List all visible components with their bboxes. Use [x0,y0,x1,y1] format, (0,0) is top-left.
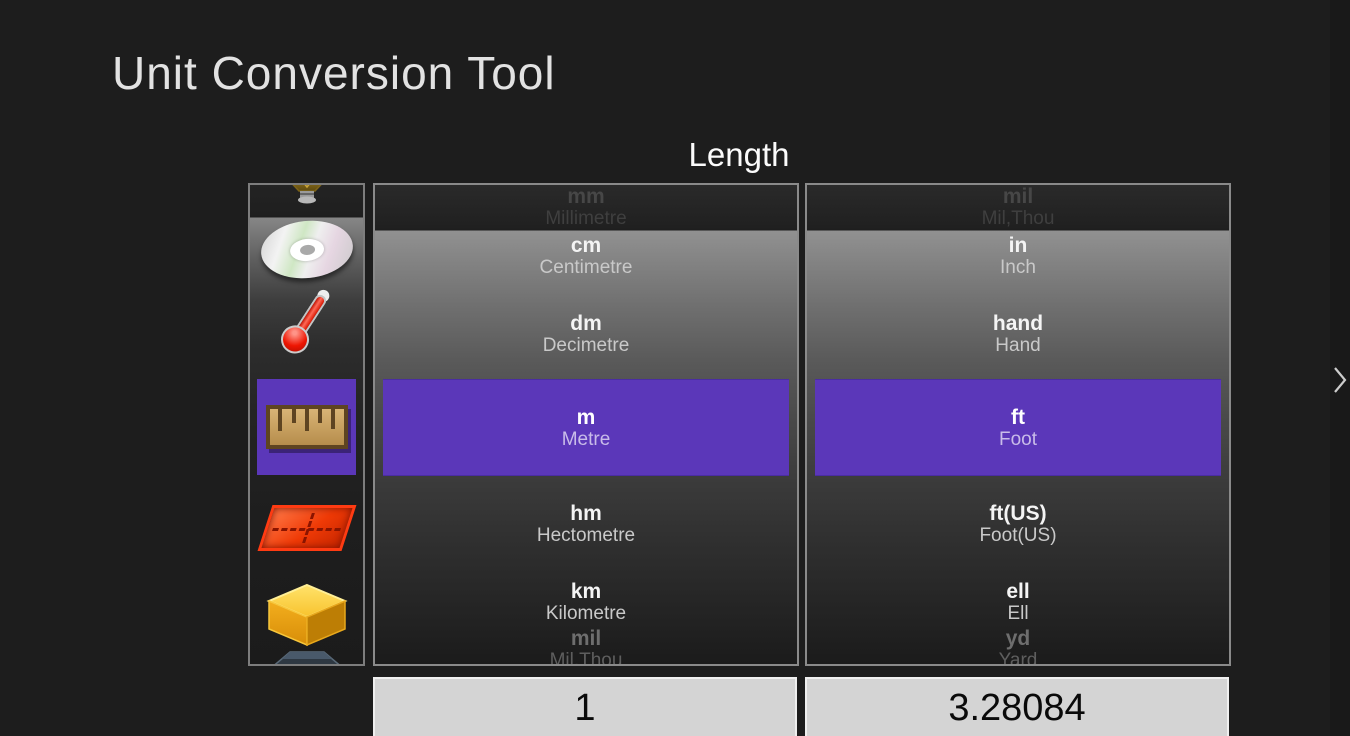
unit-option[interactable]: in Inch [807,234,1229,278]
unit-option[interactable]: km Kilometre [375,580,797,624]
unit-abbr: cm [570,234,602,257]
unit-abbr: ft(US) [989,502,1047,525]
sidebar-item-energy[interactable] [250,185,363,205]
right-edge-strip [1330,0,1350,736]
sidebar-item-area[interactable] [250,505,363,551]
unit-name: Ell [1007,603,1029,624]
unit-name: Mil,Thou [981,208,1055,229]
unit-option[interactable]: hm Hectometre [375,502,797,546]
unit-abbr: km [570,580,602,603]
unit-option-selected[interactable]: ft Foot [815,379,1221,476]
to-value-input[interactable] [805,677,1229,736]
unit-abbr: ft [1011,405,1025,429]
unit-option[interactable]: mm Millimetre [375,185,797,229]
unit-option[interactable]: cm Centimetre [375,234,797,278]
unit-name: Centimetre [539,257,633,278]
unit-option[interactable]: hand Hand [807,312,1229,356]
unit-option-selected[interactable]: m Metre [383,379,789,476]
page-title: Unit Conversion Tool [112,47,556,99]
from-value-input[interactable] [373,677,797,736]
sidebar-item-temperature[interactable] [250,283,363,360]
unit-name: Foot [998,428,1038,450]
unit-abbr: in [1008,234,1028,257]
unit-name: Hectometre [536,525,636,546]
sidebar-item-next-category[interactable] [250,650,363,664]
unit-name: Decimetre [542,335,630,356]
unit-name: Mil,Thou [549,650,623,666]
unit-name: Metre [561,428,611,450]
unit-name: Millimetre [545,208,627,229]
thermometer-icon [274,283,338,360]
cube-icon [265,583,348,647]
area-icon [257,505,356,551]
unit-option[interactable]: ft(US) Foot(US) [807,502,1229,546]
sidebar-item-data-storage[interactable] [250,216,363,283]
category-title: Length [688,136,790,173]
ruler-icon [265,405,348,449]
unit-name: Yard [998,650,1038,666]
unit-name: Kilometre [545,603,627,624]
unit-abbr: ell [1006,580,1030,603]
unit-name: Foot(US) [979,525,1057,546]
unit-abbr: mil [570,627,602,650]
unit-abbr: dm [570,312,602,335]
from-unit-picker: mm Millimetre cm Centimetre dm Decimetre… [373,183,799,666]
sidebar-item-length[interactable] [257,379,356,475]
cd-icon [257,216,356,283]
unit-name: Inch [1000,257,1036,278]
category-sidebar [248,183,365,666]
unit-option[interactable]: dm Decimetre [375,312,797,356]
unit-abbr: yd [1005,627,1031,650]
unit-option[interactable]: mil Mil,Thou [807,185,1229,229]
unit-abbr: mm [567,185,605,208]
unit-option[interactable]: yd Yard [807,627,1229,666]
next-page-button[interactable] [1332,364,1348,396]
unit-abbr: m [576,405,596,429]
bulb-icon [291,185,322,204]
unit-option[interactable]: ell Ell [807,580,1229,624]
to-unit-picker: mil Mil,Thou in Inch hand Hand ft Foot f… [805,183,1231,666]
unit-abbr: mil [1002,185,1034,208]
unit-name: Hand [995,335,1041,356]
unit-abbr: hm [570,502,602,525]
sidebar-item-volume[interactable] [250,583,363,647]
unit-abbr: hand [992,312,1044,335]
chevron-right-icon [1334,367,1347,393]
unit-option[interactable]: mil Mil,Thou [375,627,797,666]
trapezoid-icon [274,651,339,664]
